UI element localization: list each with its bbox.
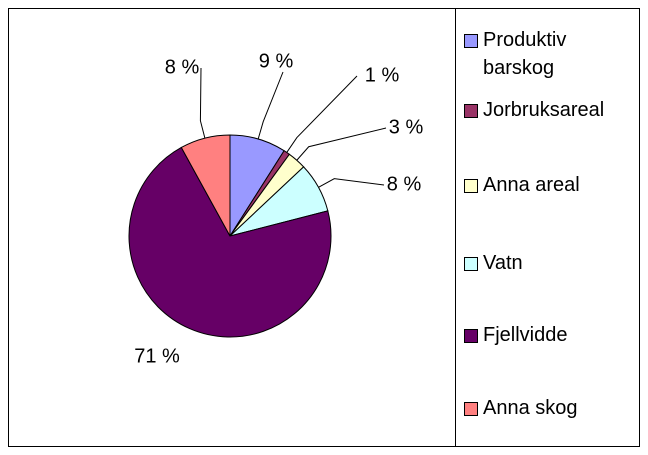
legend-label: Vatn <box>483 252 523 274</box>
leader-line <box>286 75 358 153</box>
legend-swatch <box>464 34 478 48</box>
data-label: 9 % <box>259 50 294 72</box>
legend-entry: Anna areal <box>464 171 633 199</box>
legend-swatch <box>464 104 478 118</box>
legend-swatch <box>464 402 478 416</box>
leader-line <box>296 127 387 161</box>
leader-line <box>318 178 385 188</box>
legend-entry: Anna skog <box>464 394 633 422</box>
data-label: 8 % <box>165 56 200 78</box>
pie-slice <box>180 134 231 237</box>
legend-swatch <box>464 329 478 343</box>
legend-label: Produktiv barskog <box>483 29 567 79</box>
legend-label: Jorbruksareal <box>483 99 605 121</box>
data-label: 3 % <box>389 116 424 138</box>
pie-slice <box>128 146 332 338</box>
leader-line <box>199 67 206 139</box>
data-label: 8 % <box>387 173 422 195</box>
legend-entry: Jorbruksareal <box>464 96 633 124</box>
legend-swatch <box>464 257 478 271</box>
leader-line <box>257 71 284 140</box>
legend-label: Fjellvidde <box>483 324 568 346</box>
data-label: 71 % <box>134 345 180 367</box>
legend-label: Anna areal <box>483 174 580 196</box>
data-label: 1 % <box>365 64 400 86</box>
legend-entry: Fjellvidde <box>464 321 633 349</box>
legend-entry: Vatn <box>464 249 633 277</box>
legend-entry: Produktiv barskog <box>464 26 633 82</box>
legend-label: Anna skog <box>483 397 578 419</box>
legend-swatch <box>464 179 478 193</box>
